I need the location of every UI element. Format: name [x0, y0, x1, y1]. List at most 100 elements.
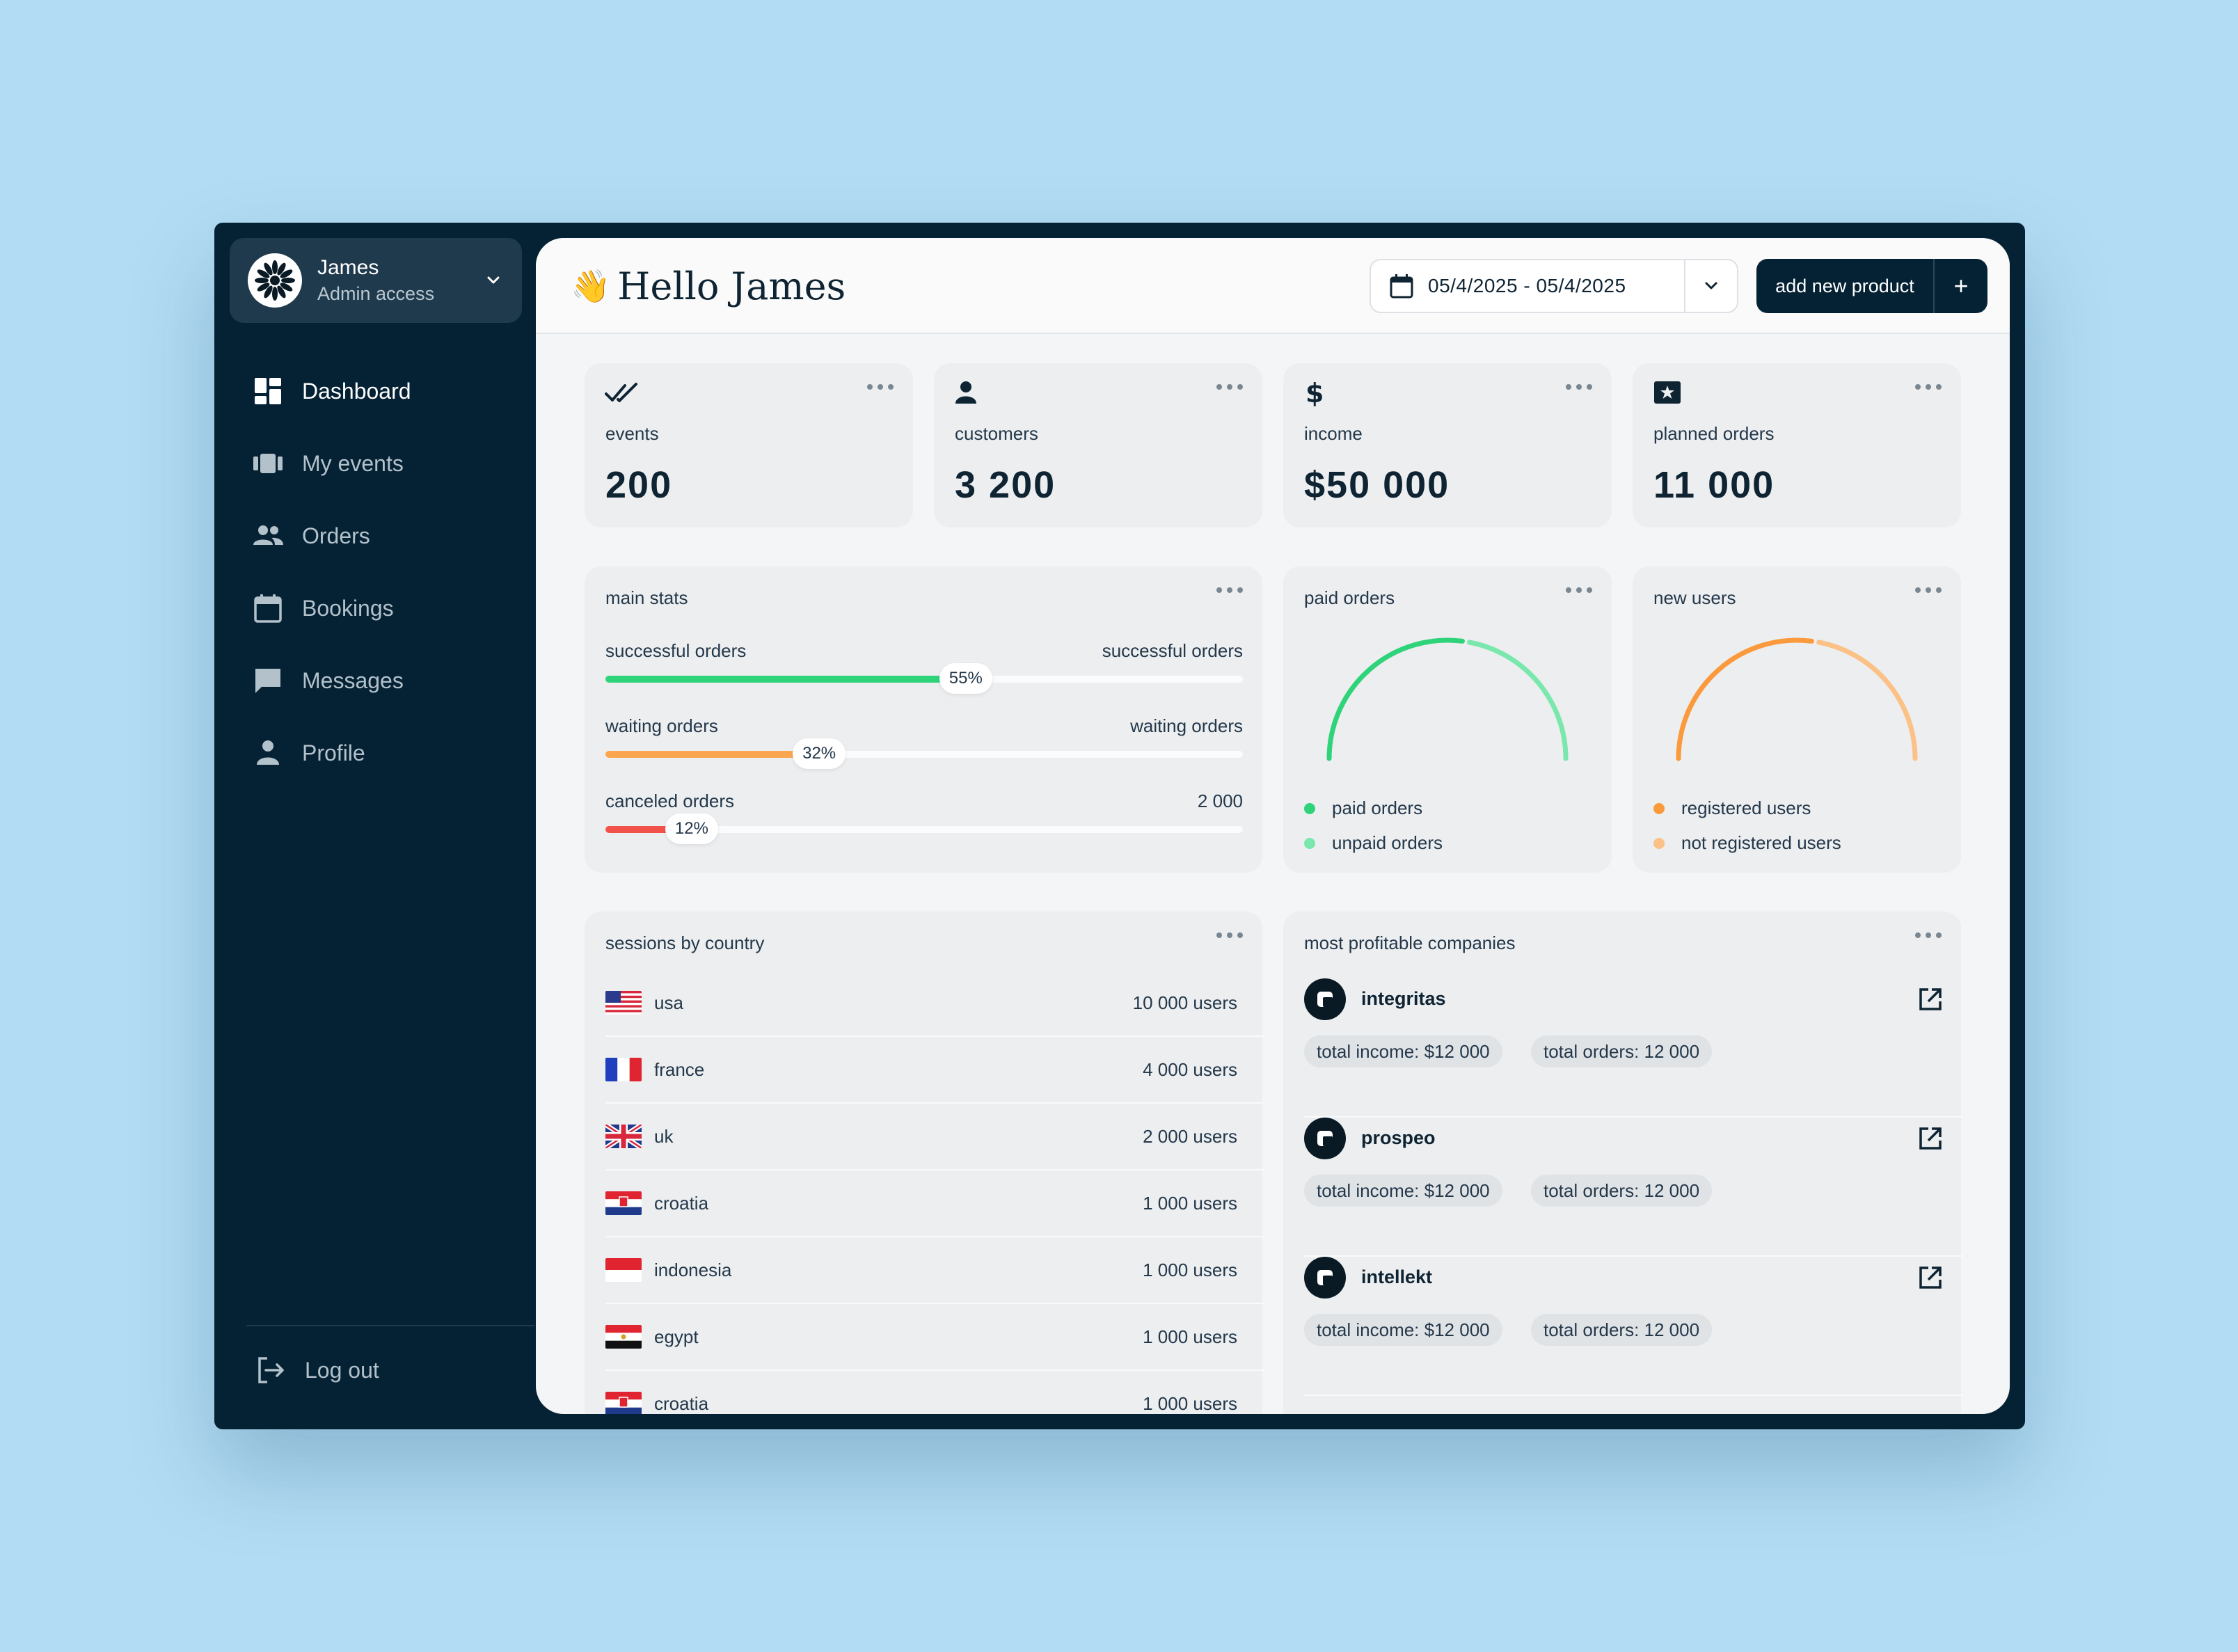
kpi-label: customers	[955, 423, 1038, 444]
page-title: 👋 Hello James	[571, 264, 846, 308]
calendar-icon	[1390, 274, 1413, 299]
legend-dot	[1653, 837, 1665, 849]
income-pill: total income: $12 000	[1304, 1314, 1502, 1346]
usa-flag-icon	[605, 991, 642, 1015]
croatia-flag-icon	[605, 1392, 642, 1414]
list-item[interactable]: france 4 000 users	[605, 1037, 1264, 1104]
progress-track: 55%	[605, 663, 1243, 694]
header: 👋 Hello James 05/4/2025 - 05/4/2025	[536, 238, 2010, 334]
country-users: 1 000 users	[1143, 1326, 1237, 1347]
progress-track: 12%	[605, 813, 1243, 844]
double-check-icon	[605, 383, 637, 402]
legend-label: paid orders	[1332, 797, 1423, 818]
date-range-dropdown[interactable]	[1685, 276, 1737, 296]
orders-pill: total orders: 12 000	[1531, 1314, 1713, 1346]
country-name: croatia	[654, 1392, 709, 1414]
income-pill: total income: $12 000	[1304, 1035, 1502, 1067]
gauge-arc-not-registered	[1816, 640, 1918, 761]
egypt-flag-icon	[605, 1325, 642, 1349]
france-flag-icon	[605, 1058, 642, 1081]
svg-text:$: $	[1306, 379, 1324, 406]
country-name: uk	[654, 1125, 674, 1147]
add-new-product-button[interactable]: add new product +	[1756, 259, 1987, 313]
person-icon	[257, 740, 279, 765]
stat-row-successful: successful orders successful orders 55%	[605, 640, 1243, 694]
date-range-field[interactable]: 05/4/2025 - 05/4/2025	[1371, 260, 1685, 312]
company-name: intellekt	[1361, 1266, 1433, 1287]
app-window: James Admin access Dashboard My events	[214, 223, 2025, 1429]
list-item[interactable]: egypt 1 000 users	[605, 1304, 1264, 1371]
people-icon	[253, 525, 283, 545]
company-item: prospeo total income: $12 000 total orde…	[1304, 1118, 1962, 1257]
sidebar-item-my-events[interactable]: My events	[251, 427, 515, 500]
main-stats-card: main stats successful orders successful …	[585, 566, 1262, 873]
kpi-label: events	[605, 423, 659, 444]
list-item[interactable]: indonesia 1 000 users	[605, 1237, 1264, 1304]
country-users: 1 000 users	[1143, 1259, 1237, 1280]
list-item[interactable]: croatia 1 000 users	[605, 1371, 1264, 1414]
company-logo-icon	[1304, 1257, 1346, 1298]
kpi-card-customers: customers 3 200	[934, 363, 1262, 527]
croatia-flag-icon	[605, 1191, 642, 1215]
orders-pill: total orders: 12 000	[1531, 1175, 1713, 1207]
more-options-icon[interactable]	[1914, 383, 1943, 391]
stat-row-waiting: waiting orders waiting orders 32%	[605, 715, 1243, 769]
plus-icon[interactable]: +	[1953, 271, 1969, 300]
more-options-icon[interactable]	[1914, 586, 1943, 594]
avatar	[248, 253, 302, 308]
logout-label: Log out	[305, 1357, 379, 1383]
uk-flag-icon	[605, 1125, 642, 1148]
stat-label: waiting orders	[605, 715, 718, 736]
legend-dot	[1304, 837, 1315, 849]
logo-burst-icon	[255, 260, 295, 301]
more-options-icon[interactable]	[1564, 586, 1594, 594]
legend-dot	[1304, 802, 1315, 814]
more-options-icon[interactable]	[1215, 586, 1244, 594]
country-name: indonesia	[654, 1259, 732, 1280]
company-item: integritas total income: $12 000 total o…	[1304, 978, 1962, 1118]
company-logo-icon	[1304, 978, 1346, 1020]
orders-pill: total orders: 12 000	[1531, 1035, 1713, 1067]
date-range-picker[interactable]: 05/4/2025 - 05/4/2025	[1370, 259, 1738, 313]
list-item[interactable]: croatia 1 000 users	[605, 1170, 1264, 1237]
sidebar-item-orders[interactable]: Orders	[251, 500, 515, 572]
sidebar-item-bookings[interactable]: Bookings	[251, 572, 515, 644]
country-name: croatia	[654, 1192, 709, 1214]
sidebar-item-messages[interactable]: Messages	[251, 644, 515, 717]
card-title: main stats	[605, 587, 688, 608]
calendar-icon	[254, 594, 282, 623]
more-options-icon[interactable]	[1564, 383, 1594, 391]
stat-label-right: successful orders	[1102, 640, 1243, 661]
external-link-icon[interactable]	[1916, 1125, 1944, 1152]
more-options-icon[interactable]	[1215, 931, 1244, 939]
profitable-companies-card: most profitable companies integritas tot…	[1283, 912, 1962, 1414]
sidebar-item-label: Orders	[302, 523, 370, 548]
country-users: 10 000 users	[1132, 992, 1237, 1013]
list-item[interactable]: uk 2 000 users	[605, 1104, 1264, 1170]
ticket-icon	[1654, 381, 1681, 404]
card-title: new users	[1653, 587, 1736, 608]
stat-label: successful orders	[605, 640, 747, 661]
company-name: integritas	[1361, 988, 1446, 1009]
country-name: usa	[654, 992, 683, 1013]
legend-item: not registered users	[1653, 832, 1841, 854]
events-icon	[253, 454, 283, 473]
kpi-value: 200	[605, 464, 673, 506]
sidebar-item-dashboard[interactable]: Dashboard	[251, 355, 515, 427]
user-role: Admin access	[317, 283, 435, 304]
external-link-icon[interactable]	[1916, 985, 1944, 1013]
more-options-icon[interactable]	[1215, 383, 1244, 391]
external-link-icon[interactable]	[1916, 1264, 1944, 1292]
company-item: intellekt total income: $12 000 total or…	[1304, 1257, 1962, 1396]
stat-label: canceled orders	[605, 791, 734, 811]
more-options-icon[interactable]	[1914, 931, 1943, 939]
user-switcher[interactable]: James Admin access	[230, 238, 522, 323]
user-icon	[955, 381, 976, 404]
logout-button[interactable]: Log out	[253, 1353, 379, 1388]
legend-dot	[1653, 802, 1665, 814]
sidebar-item-profile[interactable]: Profile	[251, 717, 515, 789]
kpi-label: income	[1304, 423, 1363, 444]
more-options-icon[interactable]	[866, 383, 895, 391]
list-item[interactable]: usa 10 000 users	[605, 970, 1264, 1037]
stat-label-right: waiting orders	[1130, 715, 1243, 736]
